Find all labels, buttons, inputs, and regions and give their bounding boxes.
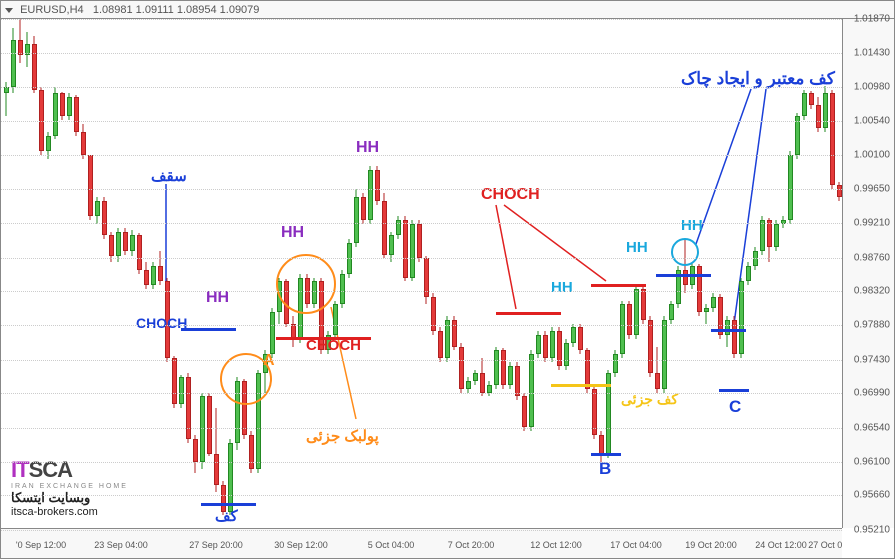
y-tick-label: 0.97880 [854,320,890,331]
plot-area[interactable]: کف معتبر و ایجاد چاکسقفHHHHHHCHOCHACHOCH… [1,19,844,530]
y-tick-label: 1.00100 [854,149,890,160]
y-tick-label: 0.98760 [854,252,890,263]
x-tick-label: '0 Sep 12:00 [16,540,66,550]
annotation-label: کف معتبر و ایجاد چاک [681,69,835,89]
annotation-label: کف [215,507,238,525]
y-tick-label: 1.01430 [854,47,890,58]
gridline [1,530,842,531]
x-tick-label: 12 Oct 12:00 [530,540,582,550]
x-tick-label: 27 Sep 20:00 [189,540,243,550]
gridline [1,462,842,463]
gridline [1,325,842,326]
watermark-logo: ITSCA IRAN EXCHANGE HOME وبسایت ایتسکا i… [11,457,128,518]
y-tick-label: 0.95660 [854,490,890,501]
gridline [1,428,842,429]
y-tick-label: 0.97430 [854,354,890,365]
gridline [1,258,842,259]
gridline [1,360,842,361]
annotation-label: C [729,397,741,417]
annotation-hline [551,384,611,387]
gridline [1,291,842,292]
y-tick-label: 1.00980 [854,82,890,93]
gridline [1,53,842,54]
annotation-hline [181,328,236,331]
annotation-hline [711,329,746,332]
y-tick-label: 1.00540 [854,116,890,127]
y-tick-label: 0.96540 [854,422,890,433]
annotation-overlay [1,19,844,530]
annotation-circle [671,238,699,266]
brand-url: itsca-brokers.com [11,506,128,518]
y-tick-label: 0.99650 [854,184,890,195]
y-tick-label: 0.96100 [854,456,890,467]
gridline [1,121,842,122]
y-tick-label: 0.98320 [854,286,890,297]
brand-tagline: IRAN EXCHANGE HOME [11,483,128,490]
brand-farsi: وبسایت ایتسکا [11,490,128,506]
x-tick-label: 5 Oct 04:00 [368,540,415,550]
annotation-line [504,205,606,281]
annotation-label: پولبک جزئی [306,427,379,445]
annotation-hline [591,453,621,456]
annotation-label: سقف [151,167,187,185]
annotation-label: CHOCH [136,315,187,331]
x-tick-label: 7 Oct 20:00 [448,540,495,550]
x-tick-label: 27 Oct 04:00 [808,540,842,550]
annotation-line [696,89,751,244]
annotation-hline [496,312,561,315]
y-tick-label: 1.01870 [854,14,890,25]
annotation-hline [719,389,749,392]
annotation-hline [201,503,256,506]
gridline [1,155,842,156]
symbol-label: EURUSD,H4 [20,4,84,16]
annotation-hline [591,284,646,287]
gridline [1,19,842,20]
gridline [1,495,842,496]
gridline [1,223,842,224]
chart-header: EURUSD,H4 1.08981 1.09111 1.08954 1.0907… [1,1,894,19]
gridline [1,87,842,88]
annotation-circle [276,254,336,314]
y-tick-label: 0.99210 [854,218,890,229]
gridline [1,189,842,190]
x-tick-label: 24 Oct 12:00 [755,540,807,550]
x-tick-label: 30 Sep 12:00 [274,540,328,550]
y-tick-label: 0.95210 [854,525,890,536]
annotation-hline [276,337,371,340]
x-axis: '0 Sep 12:00 23 Sep 04:00 27 Sep 20:00 30 S… [1,528,842,558]
y-axis: 1.018701.014301.009801.005401.001000.996… [842,19,894,528]
chart-window: EURUSD,H4 1.08981 1.09111 1.08954 1.0907… [0,0,895,559]
y-tick-label: 0.96990 [854,388,890,399]
annotation-hline [656,274,711,277]
x-tick-label: 23 Sep 04:00 [94,540,148,550]
annotation-label: HH [281,224,304,242]
annotation-label: HH [551,279,573,296]
annotation-circle [220,353,272,405]
annotation-label: HH [626,239,648,256]
ohlc-label: 1.08981 1.09111 1.08954 1.09079 [93,4,260,16]
x-tick-label: 19 Oct 20:00 [685,540,737,550]
gridline [1,393,842,394]
annotation-label: HH [681,217,703,234]
x-tick-label: 17 Oct 04:00 [610,540,662,550]
dropdown-icon[interactable] [5,8,13,13]
